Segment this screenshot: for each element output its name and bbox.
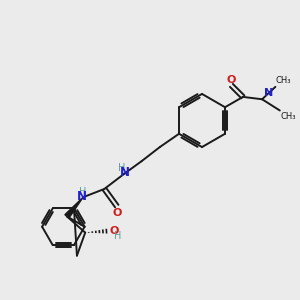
Text: N: N	[119, 166, 129, 179]
Text: N: N	[77, 190, 87, 203]
Polygon shape	[65, 197, 83, 218]
Text: N: N	[264, 88, 273, 98]
Text: O: O	[227, 74, 236, 85]
Text: H: H	[118, 163, 126, 173]
Text: CH₃: CH₃	[276, 76, 291, 85]
Text: H: H	[79, 188, 86, 197]
Text: H: H	[114, 231, 121, 241]
Text: O: O	[110, 226, 119, 236]
Text: O: O	[112, 208, 122, 218]
Text: CH₃: CH₃	[280, 112, 296, 121]
